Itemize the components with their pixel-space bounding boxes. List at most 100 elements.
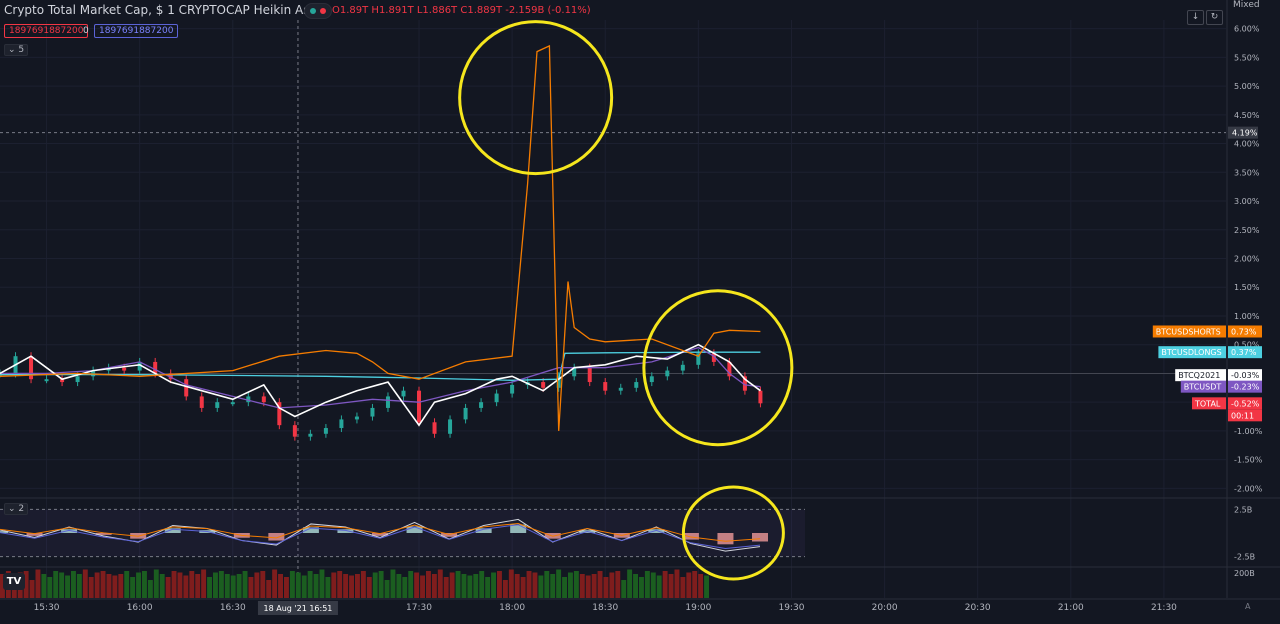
total-candle bbox=[91, 370, 96, 377]
volume-bar bbox=[242, 571, 248, 598]
refresh-icon[interactable]: ↻ bbox=[1206, 10, 1223, 25]
total-candle bbox=[323, 428, 328, 434]
volume-bar bbox=[449, 572, 455, 598]
total-candle bbox=[75, 376, 80, 383]
volume-bar bbox=[420, 575, 425, 598]
volume-bar bbox=[680, 577, 686, 598]
volume-bar bbox=[437, 569, 443, 598]
y-tick-label: 3.50% bbox=[1234, 168, 1260, 177]
auto-scale-button[interactable]: A bbox=[1245, 602, 1251, 611]
y-tick-label: 0.50% bbox=[1234, 341, 1260, 350]
series-value-tag bbox=[1228, 397, 1262, 410]
volume-bar bbox=[124, 571, 130, 598]
volume-bar bbox=[497, 571, 502, 598]
total-candle bbox=[572, 367, 577, 377]
y-tick-label: 4.50% bbox=[1234, 111, 1260, 120]
total-candle bbox=[153, 361, 158, 374]
volume-bar bbox=[142, 571, 147, 598]
volume-bar bbox=[556, 569, 562, 598]
volume-bar bbox=[544, 571, 550, 598]
highlight-circle-spike bbox=[458, 20, 614, 176]
volume-bar bbox=[189, 571, 195, 598]
series-name-label: BTCUSDSHORTS bbox=[1156, 327, 1221, 336]
volume-bar bbox=[319, 569, 325, 598]
volume-bar bbox=[165, 577, 171, 598]
volume-bar bbox=[514, 574, 520, 598]
volume-bar bbox=[207, 577, 212, 598]
series-name-label: BTCUSDLONGS bbox=[1161, 348, 1221, 357]
total-candle bbox=[277, 402, 282, 426]
volume-bar bbox=[568, 572, 573, 598]
volume-bar bbox=[236, 574, 242, 598]
volume-bar bbox=[218, 571, 224, 598]
volume-bar bbox=[23, 571, 29, 598]
volume-bar bbox=[59, 572, 65, 598]
green-dot-icon bbox=[310, 8, 316, 14]
volume-bar bbox=[355, 574, 360, 598]
volume-bar bbox=[201, 569, 207, 598]
volume-bar bbox=[136, 572, 141, 598]
total-candle bbox=[215, 402, 220, 408]
volume-bar bbox=[343, 574, 349, 598]
volume-bar bbox=[53, 571, 59, 598]
series-line-btcusdshorts[interactable] bbox=[0, 44, 761, 431]
total-candle bbox=[742, 376, 747, 391]
value-badge-right[interactable]: 1897691887200 bbox=[94, 24, 179, 38]
series-line-btcq2021[interactable] bbox=[0, 343, 761, 427]
volume-bar bbox=[360, 571, 366, 598]
y-tick-label: -1.00% bbox=[1234, 427, 1263, 436]
volume-bar bbox=[0, 574, 5, 598]
crosshair-x-tag bbox=[257, 601, 338, 615]
volume-bar bbox=[674, 569, 680, 598]
oscillator-bar bbox=[61, 529, 78, 533]
series-name-tag bbox=[1175, 369, 1226, 382]
total-candle bbox=[308, 433, 313, 437]
volume-bar bbox=[408, 571, 414, 598]
volume-bar bbox=[479, 571, 485, 598]
x-tick-label: 15:30 bbox=[34, 603, 60, 613]
x-tick-label: 16:30 bbox=[220, 603, 246, 613]
y-tick-label: 5.50% bbox=[1234, 53, 1260, 62]
volume-bar bbox=[82, 569, 88, 598]
collapse-indicators-button[interactable]: ⌄ 5 bbox=[4, 44, 29, 56]
total-candle bbox=[29, 356, 34, 380]
value-badge-zero: 0 bbox=[83, 26, 89, 36]
series-line-btcusdlongs[interactable] bbox=[0, 351, 761, 381]
crosshair-y-label: 4.19% bbox=[1232, 129, 1258, 138]
download-icon[interactable]: ↓ bbox=[1187, 10, 1204, 25]
total-candle bbox=[137, 361, 142, 371]
volume-bar bbox=[603, 577, 609, 598]
total-candle bbox=[649, 376, 654, 383]
x-tick-label: 20:30 bbox=[965, 603, 991, 613]
volume-bar bbox=[94, 572, 100, 598]
x-tick-label: 20:00 bbox=[872, 603, 898, 613]
volume-bar bbox=[621, 580, 627, 598]
volume-bar bbox=[573, 571, 579, 598]
value-badge-left[interactable]: 1897691887200 bbox=[4, 24, 89, 38]
total-candle bbox=[541, 382, 546, 388]
x-tick-label: 18:00 bbox=[499, 603, 525, 613]
visibility-toggle[interactable] bbox=[304, 3, 332, 19]
collapse-oscillator-button[interactable]: ⌄ 2 bbox=[4, 503, 29, 515]
volume-bar bbox=[698, 574, 704, 598]
volume-bar bbox=[349, 575, 354, 598]
total-candle bbox=[665, 370, 670, 377]
volume-bar bbox=[301, 575, 307, 598]
scale-mode-label[interactable]: Mixed bbox=[1233, 0, 1260, 10]
volume-bar bbox=[650, 572, 656, 598]
total-candle bbox=[246, 396, 251, 403]
volume-bar bbox=[633, 574, 638, 598]
x-tick-label: 17:30 bbox=[406, 603, 432, 613]
volume-bar bbox=[644, 571, 650, 598]
total-candle bbox=[727, 361, 732, 377]
series-line-btcusdt[interactable] bbox=[0, 346, 761, 409]
series-name-label: BTCUSDT bbox=[1184, 383, 1222, 392]
x-tick-label: 21:30 bbox=[1151, 603, 1177, 613]
x-tick-label: 19:30 bbox=[778, 603, 804, 613]
volume-bar bbox=[248, 577, 254, 598]
y-tick-label: 5.00% bbox=[1234, 82, 1260, 91]
volume-tick-label: 200B bbox=[1234, 569, 1255, 578]
oscillator-bar bbox=[337, 529, 354, 533]
